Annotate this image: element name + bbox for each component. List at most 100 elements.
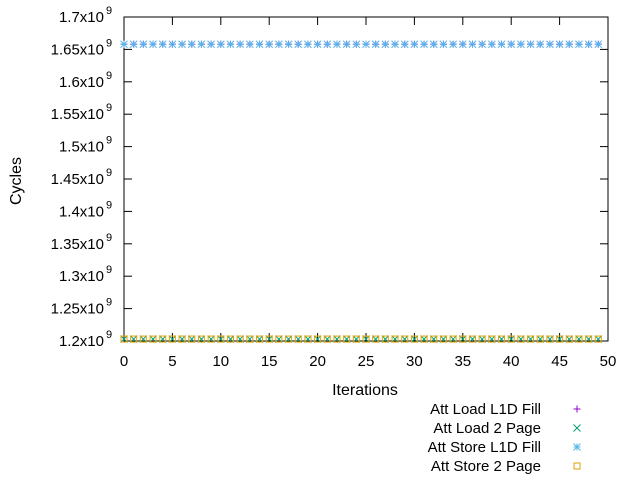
data-point (207, 40, 215, 49)
plot-frame (123, 16, 609, 342)
x-tick-label: 40 (503, 353, 520, 370)
legend-marker (573, 405, 581, 413)
data-point (304, 335, 312, 343)
data-point (245, 40, 254, 49)
data-point (207, 335, 215, 343)
data-point (594, 335, 603, 343)
data-point (275, 335, 283, 343)
data-point (391, 335, 399, 343)
data-point (294, 335, 302, 343)
data-point (226, 335, 235, 343)
data-point (168, 335, 177, 343)
data-point (168, 40, 177, 49)
data-point (584, 335, 593, 343)
y-tick-label: 1.6x10 (59, 74, 104, 91)
data-point (120, 335, 128, 343)
data-point (517, 40, 525, 49)
data-point (372, 335, 380, 343)
data-point (401, 335, 409, 343)
data-point (236, 40, 245, 49)
y-tick-label: 1.2x10 (59, 333, 104, 350)
data-point (565, 40, 574, 49)
data-point (410, 335, 418, 343)
y-tick-exponent: 9 (106, 5, 112, 17)
x-tick-label: 45 (551, 353, 568, 370)
data-point (555, 40, 564, 49)
y-axis-label: Cycles (8, 157, 25, 205)
data-point (178, 335, 186, 343)
data-point (400, 335, 409, 343)
data-point (478, 335, 486, 343)
data-point (158, 40, 167, 49)
y-tick-label: 1.4x10 (59, 203, 104, 220)
data-point (139, 40, 148, 49)
data-point (371, 40, 380, 49)
data-point (594, 335, 602, 343)
data-point (197, 335, 205, 343)
data-point (178, 40, 186, 49)
data-point (217, 335, 225, 343)
legend-marker (573, 462, 581, 470)
data-point (158, 335, 167, 343)
data-point (478, 335, 487, 343)
data-point (323, 335, 332, 343)
data-point (420, 335, 428, 343)
data-point (526, 335, 535, 343)
data-point (362, 335, 370, 343)
x-tick-label: 30 (406, 353, 423, 370)
data-point (458, 335, 467, 343)
data-point (333, 335, 341, 343)
y-tick-exponent: 9 (106, 135, 112, 147)
data-point (381, 335, 390, 343)
legend-marker (573, 443, 581, 451)
y-tick-label: 1.65x10 (51, 41, 104, 58)
y-tick-exponent: 9 (106, 102, 112, 114)
y-tick-exponent: 9 (106, 167, 112, 179)
data-point (246, 335, 254, 343)
data-point (352, 40, 361, 49)
data-series (120, 40, 603, 343)
x-tick-label: 15 (261, 353, 278, 370)
data-point (391, 335, 399, 343)
data-point (575, 335, 583, 343)
x-tick-label: 0 (120, 353, 128, 370)
data-point (429, 335, 438, 343)
data-point (255, 40, 264, 49)
data-point (439, 335, 448, 343)
y-tick-label: 1.25x10 (51, 301, 104, 318)
data-point (565, 335, 574, 343)
data-point (459, 335, 467, 343)
data-point (139, 335, 148, 343)
data-point (236, 335, 245, 343)
data-point (168, 335, 176, 343)
data-point (226, 335, 234, 343)
data-point (265, 40, 274, 49)
data-point (488, 335, 496, 343)
data-point (149, 40, 157, 49)
x-axis-label: Iterations (332, 382, 398, 399)
data-point (207, 335, 215, 343)
data-point (517, 335, 525, 343)
data-point (556, 335, 564, 343)
data-point (284, 40, 293, 49)
data-point (120, 40, 128, 49)
data-point (507, 335, 516, 343)
data-point (265, 335, 274, 343)
data-point (245, 335, 254, 343)
data-point (439, 40, 448, 49)
data-point (584, 40, 593, 49)
series-3 (120, 335, 602, 343)
data-point (546, 40, 554, 49)
data-point (585, 335, 593, 343)
y-tick-label: 1.45x10 (51, 171, 104, 188)
data-point (555, 335, 564, 343)
y-axis: 1.2x10 91.25x10 91.3x10 91.35x10 91.4x10 91.4… (51, 5, 608, 350)
data-point (130, 335, 138, 343)
data-point (197, 40, 206, 49)
data-point (526, 40, 535, 49)
data-point (565, 335, 573, 343)
data-point (304, 40, 312, 49)
data-point (342, 335, 351, 343)
data-point (362, 40, 370, 49)
